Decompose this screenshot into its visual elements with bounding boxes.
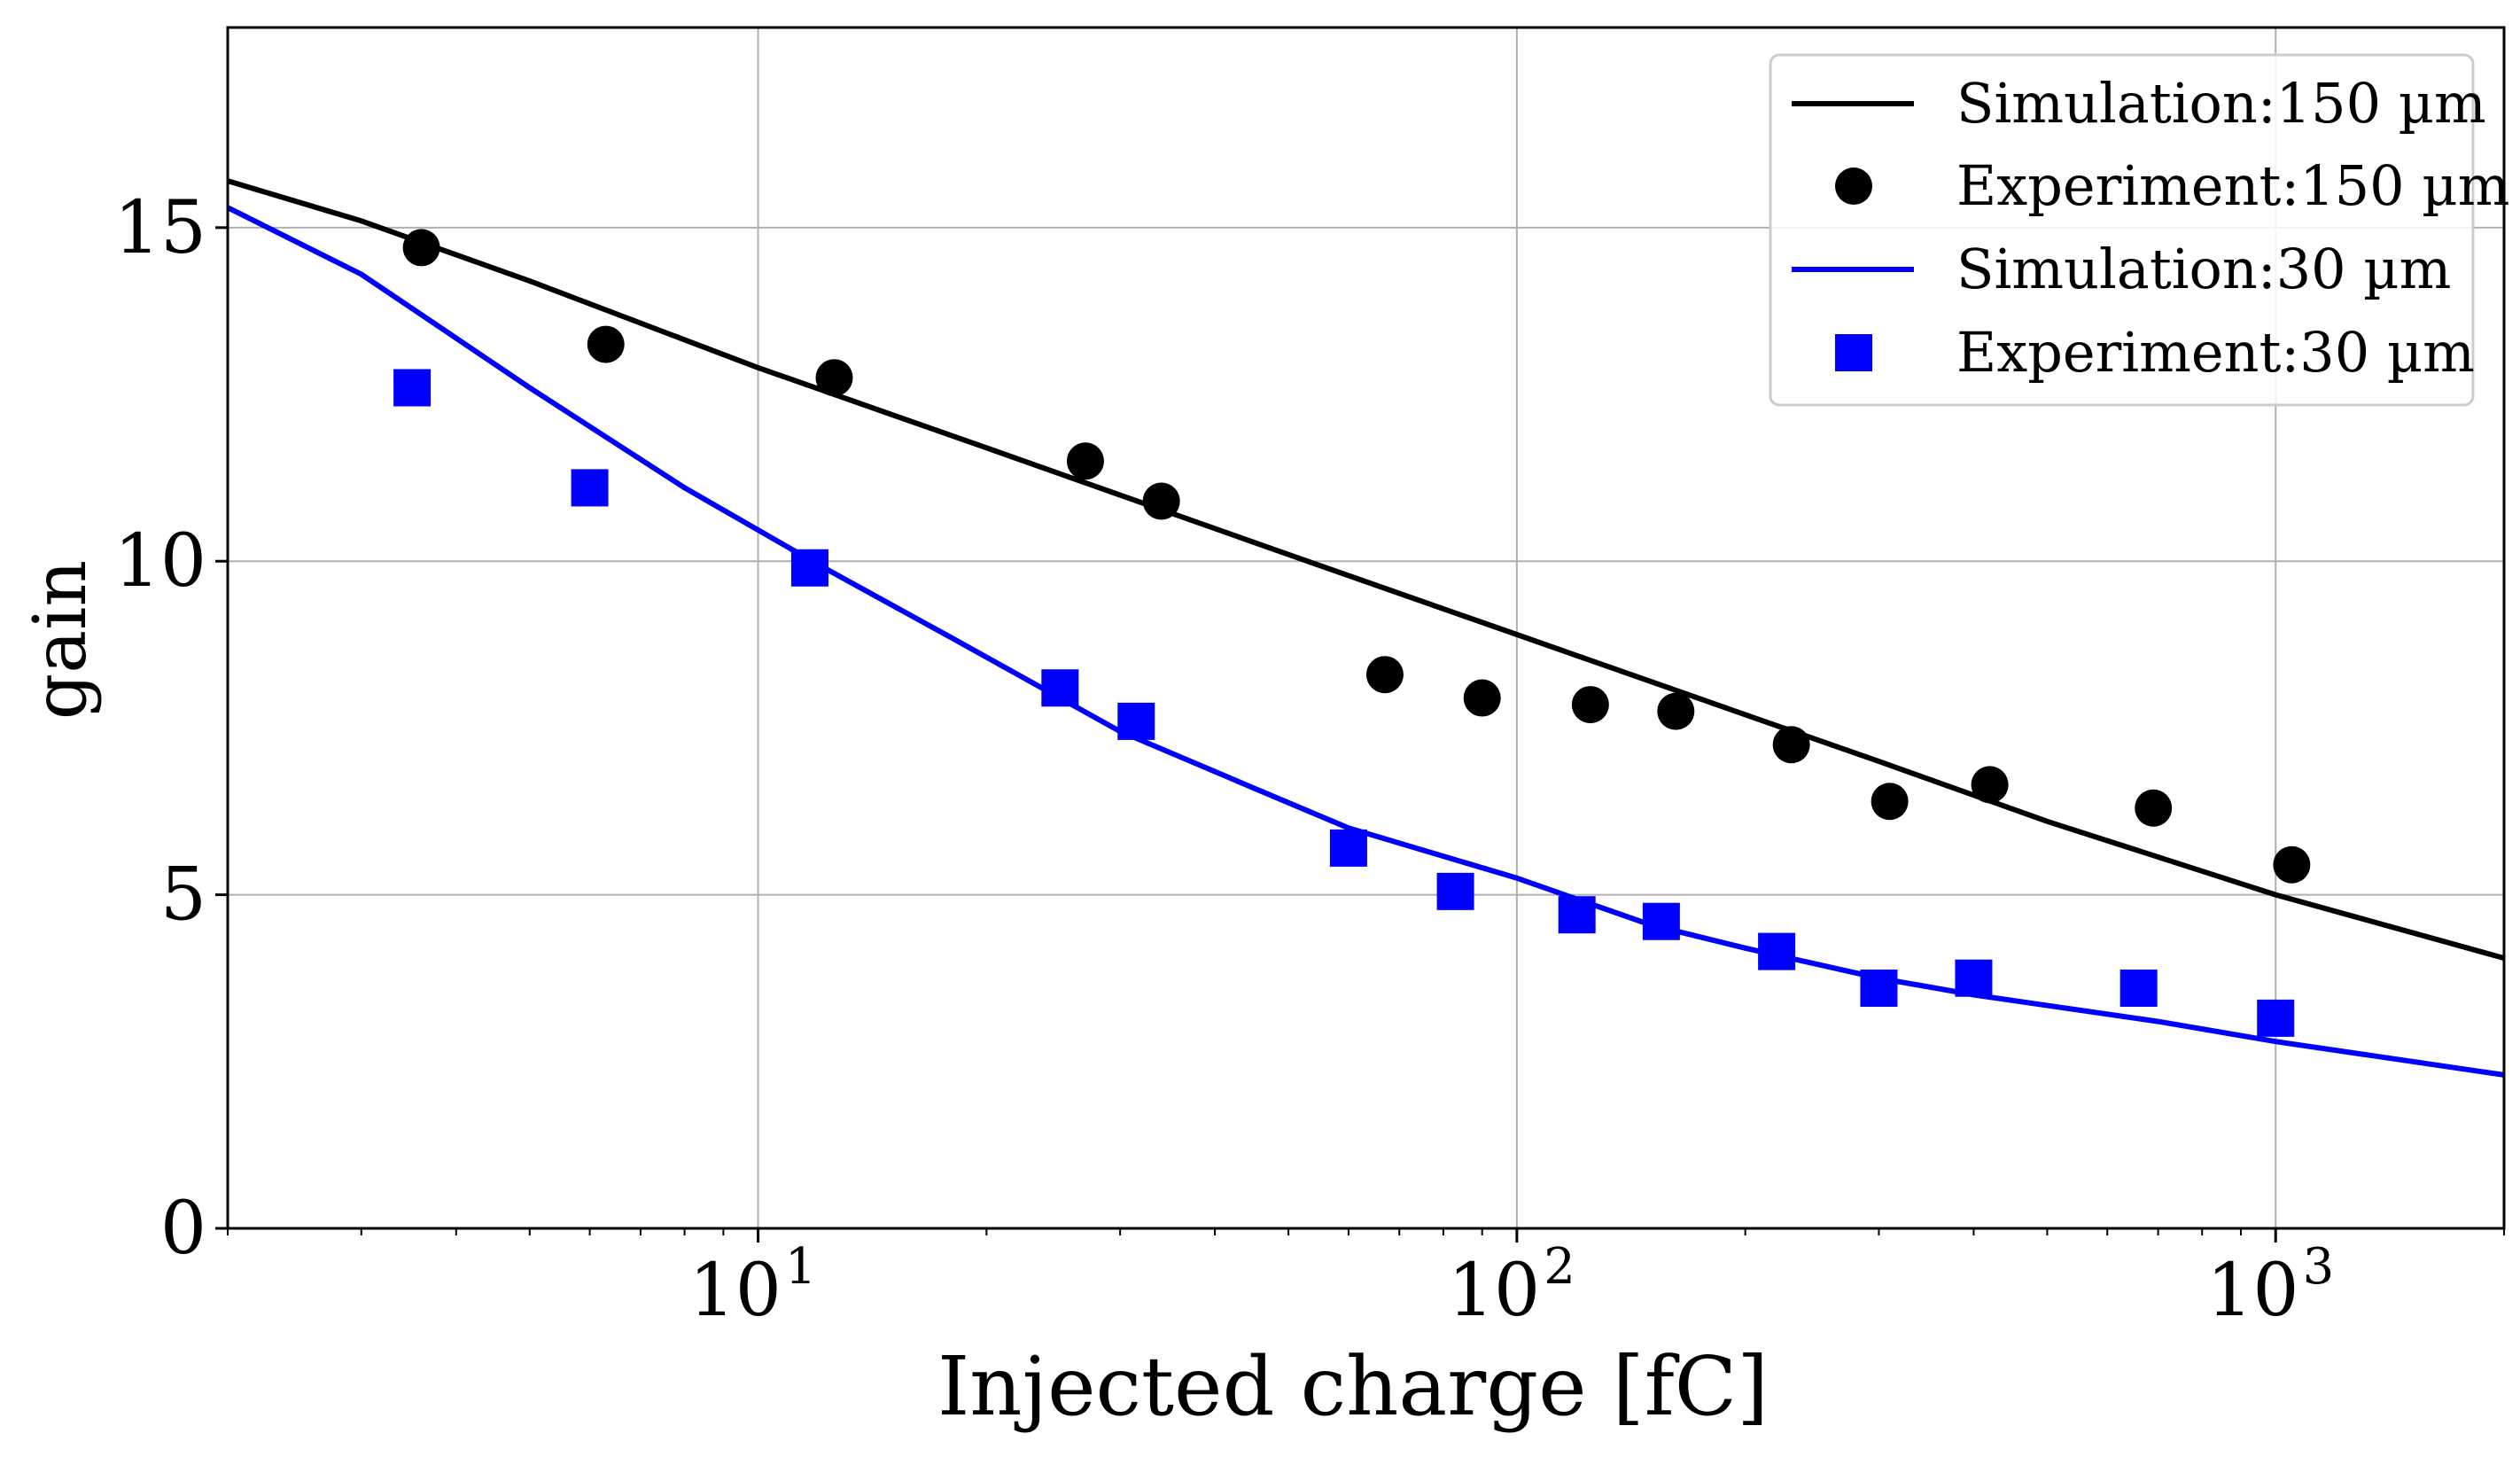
experiment-150-m-point [1142, 482, 1180, 520]
experiment-30-m-point [1436, 872, 1474, 910]
experiment-150-m-point [1365, 656, 1404, 694]
x-tick-exponent: 1 [785, 1238, 817, 1296]
experiment-150-m-point [1571, 686, 1609, 724]
legend-experiment-30-m-label: Experiment:30 µm [1956, 320, 2475, 385]
experiment-30-m-point [1117, 702, 1155, 740]
experiment-30-m-point [393, 369, 432, 407]
experiment-30-m-point [1955, 959, 1993, 997]
experiment-30-m-point [1758, 932, 1796, 970]
x-tick-label: 102 [1448, 1238, 1575, 1333]
x-tick-exponent: 3 [2303, 1238, 2335, 1296]
legend: Simulation:150 µm Experiment:150 µm Simula… [1769, 53, 2509, 407]
legend-box [1769, 53, 2475, 407]
experiment-30-m-point [1860, 970, 1898, 1007]
experiment-30-m-point [1558, 896, 1596, 934]
experiment-150-m-point [1772, 726, 1810, 764]
legend-experiment-150-m-label: Experiment:150 µm [1956, 153, 2509, 218]
experiment-30-m-point [790, 549, 828, 587]
plot-frame [226, 26, 2506, 1230]
experiment-150-m-point [2135, 789, 2173, 827]
experiment-150-m-point [2273, 845, 2311, 884]
experiment-150-m-point [1971, 766, 2009, 804]
experiment-150-m-point [1871, 783, 1909, 821]
experiment-150-m-point [1463, 679, 1501, 717]
experiment-150-m-point [815, 359, 853, 397]
legend-simulation-30-m-label: Simulation:30 µm [1956, 237, 2451, 301]
y-tick-label: 0 [160, 1187, 206, 1271]
experiment-30-m-point [2257, 999, 2295, 1037]
y-tick-label: 5 [160, 853, 206, 938]
experiment-30-m-point [1041, 669, 1079, 707]
x-tick-exponent: 2 [1544, 1238, 1575, 1296]
experiment-150-m-point [1657, 692, 1695, 730]
experiment-30-m-point [2119, 970, 2158, 1007]
y-tick-label: 10 [114, 519, 206, 604]
y-tick-label: 15 [114, 186, 206, 270]
legend-experiment-150-m-swatch [1835, 168, 1872, 205]
legend-experiment-30-m-swatch [1835, 334, 1872, 371]
y-axis-label: gain [19, 560, 103, 720]
experiment-150-m-point [1066, 442, 1104, 480]
simulation-30-m-line [226, 205, 2505, 1078]
plot-area [226, 178, 2505, 1078]
simulation-150-m-line [227, 178, 2505, 961]
experiment-30-m-point [1329, 829, 1367, 867]
legend-simulation-150-m-label: Simulation:150 µm [1956, 71, 2486, 136]
x-axis-label: Injected charge [fC] [937, 1339, 1769, 1434]
experiment-150-m-point [402, 229, 440, 267]
experiment-150-m-point [587, 325, 625, 363]
experiment-30-m-point [571, 469, 609, 507]
experiment-30-m-point [1642, 902, 1680, 940]
